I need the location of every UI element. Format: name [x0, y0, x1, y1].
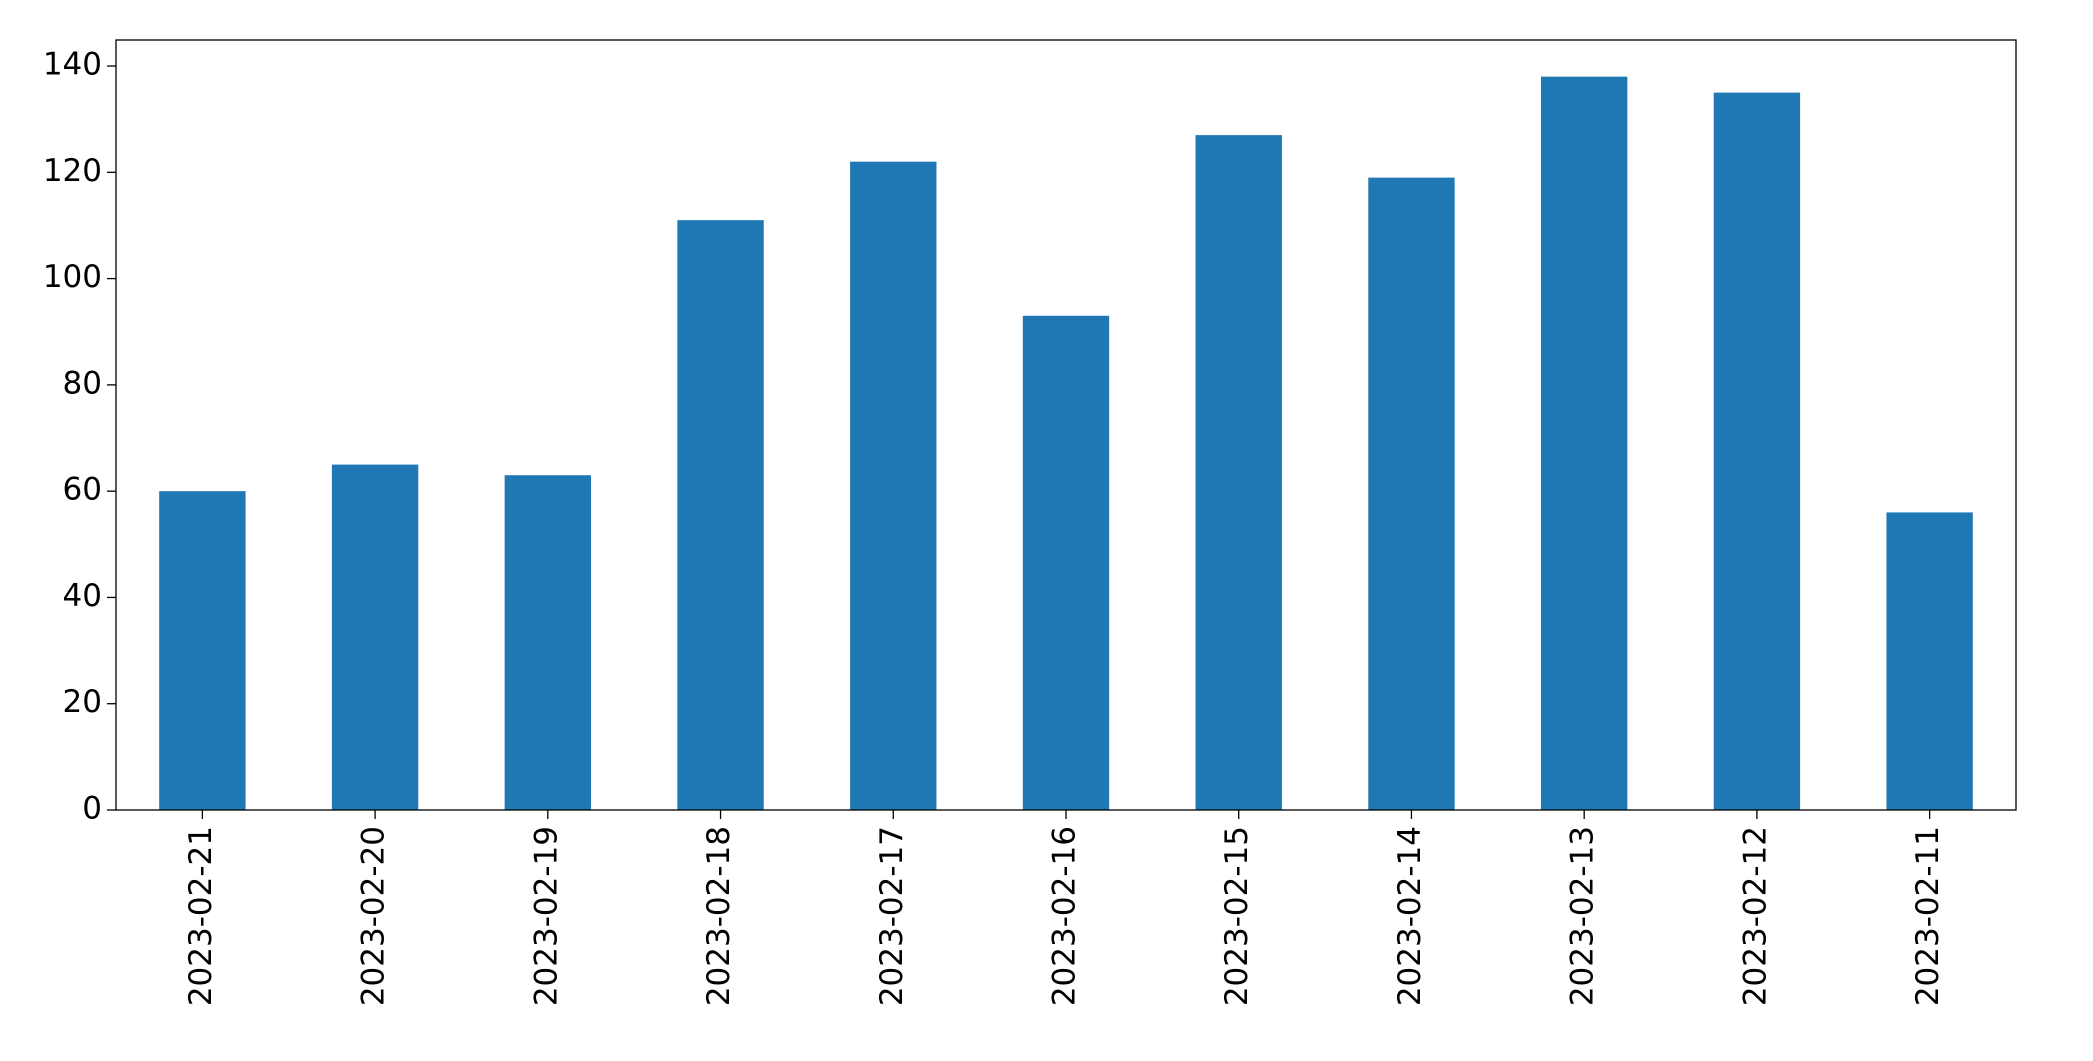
bar: [504, 475, 591, 810]
y-tick-label: 140: [43, 47, 102, 83]
bar: [1195, 135, 1282, 810]
x-tick-label: 2023-02-13: [1565, 826, 1601, 1006]
x-tick-label: 2023-02-20: [356, 826, 392, 1006]
x-tick-label: 2023-02-11: [1910, 826, 1946, 1006]
y-tick-label: 60: [63, 472, 102, 508]
x-tick-label: 2023-02-16: [1047, 826, 1083, 1006]
y-tick-label: 80: [63, 365, 102, 401]
bar: [677, 220, 764, 811]
bar: [1368, 177, 1455, 811]
y-tick-label: 120: [43, 153, 102, 189]
plot-frame: [115, 39, 2017, 811]
bar: [331, 464, 419, 810]
bar: [850, 161, 937, 811]
x-tick-label: 2023-02-14: [1392, 826, 1428, 1006]
y-tick-label: 20: [63, 684, 102, 720]
bar: [1886, 512, 1973, 810]
x-tick-label: 2023-02-18: [701, 826, 737, 1006]
bar: [159, 491, 246, 810]
y-tick-label: 100: [43, 259, 102, 295]
x-tick-label: 2023-02-19: [528, 826, 564, 1006]
x-tick-label: 2023-02-21: [183, 826, 219, 1006]
bar: [1022, 315, 1110, 810]
bar: [1541, 76, 1628, 810]
y-tick-label: 40: [63, 578, 102, 614]
bar: [1713, 92, 1801, 810]
x-tick-label: 2023-02-17: [874, 826, 910, 1006]
y-tick-label: 0: [82, 791, 102, 827]
x-tick-label: 2023-02-12: [1737, 826, 1773, 1006]
x-tick-label: 2023-02-15: [1219, 826, 1255, 1006]
